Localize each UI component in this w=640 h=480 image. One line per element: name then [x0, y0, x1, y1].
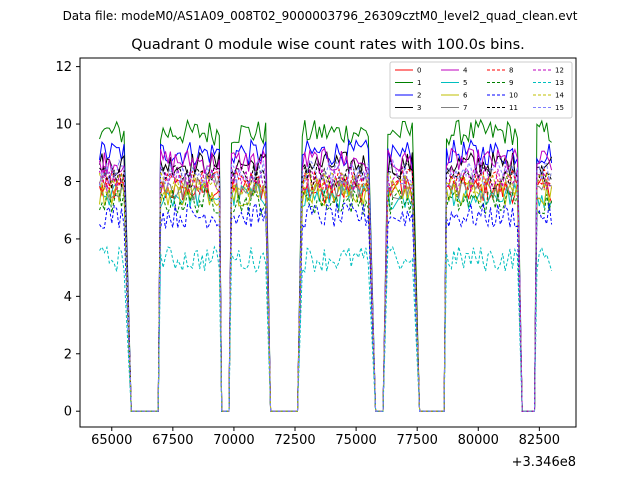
- series-line-15: [99, 158, 553, 412]
- axes-frame: [79, 57, 577, 428]
- y-tick-label: 8: [64, 175, 72, 190]
- legend-label-13: 13: [555, 79, 564, 87]
- y-tick-label: 12: [55, 60, 72, 75]
- legend-label-10: 10: [509, 92, 518, 100]
- legend-label-1: 1: [417, 79, 421, 87]
- chart-title: Quadrant 0 module wise count rates with …: [131, 37, 525, 53]
- series-line-10: [99, 202, 553, 412]
- plot-area: [99, 118, 553, 412]
- legend-label-4: 4: [463, 67, 468, 75]
- legend-label-5: 5: [463, 79, 467, 87]
- legend-label-9: 9: [509, 79, 513, 87]
- legend-label-12: 12: [555, 67, 564, 75]
- file-caption: Data file: modeM0/AS1A09_008T02_90000037…: [63, 9, 578, 23]
- legend-label-8: 8: [509, 67, 513, 75]
- x-tick-label: 67500: [152, 433, 193, 448]
- series-line-12: [99, 164, 553, 412]
- x-tick-label: 70000: [213, 433, 254, 448]
- x-tick-label: 72500: [274, 433, 315, 448]
- x-tick-label: 77500: [397, 433, 438, 448]
- y-tick-label: 6: [64, 232, 72, 247]
- series-line-13: [99, 245, 553, 412]
- x-tick-label: 80000: [458, 433, 499, 448]
- series-line-1: [99, 118, 552, 412]
- legend-label-15: 15: [555, 104, 564, 112]
- legend-label-0: 0: [417, 67, 421, 75]
- series-line-4: [99, 147, 553, 412]
- legend-label-7: 7: [463, 104, 467, 112]
- y-tick-label: 2: [64, 347, 72, 362]
- y-tick-label: 10: [55, 118, 72, 133]
- x-tick-label: 75000: [335, 433, 376, 448]
- legend-label-2: 2: [417, 92, 421, 100]
- x-tick-label: 82500: [519, 433, 560, 448]
- x-tick-label: 65000: [91, 433, 132, 448]
- series-line-9: [99, 188, 553, 412]
- series-line-11: [99, 162, 553, 412]
- legend-label-11: 11: [509, 104, 518, 112]
- y-tick-label: 0: [64, 405, 72, 420]
- legend-label-6: 6: [463, 92, 468, 100]
- series-line-7: [99, 172, 552, 412]
- axis-ticks: 65000 67500 70000 72500 75000 77500 80000 82500…: [55, 60, 560, 448]
- y-tick-label: 4: [64, 290, 72, 305]
- legend-label-14: 14: [555, 92, 564, 100]
- x-offset-label: +3.346e8: [512, 455, 576, 470]
- legend-box: [389, 61, 573, 119]
- legend-label-3: 3: [417, 104, 421, 112]
